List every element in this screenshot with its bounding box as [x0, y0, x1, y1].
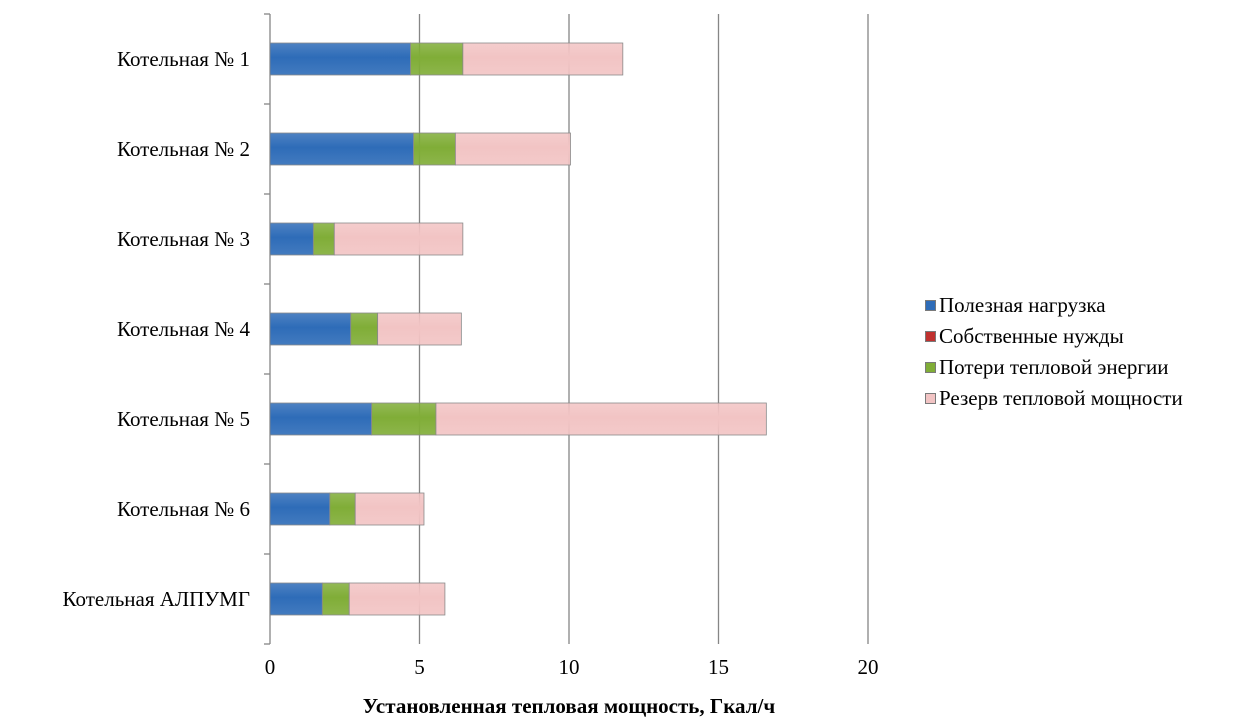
bar-segment — [377, 312, 462, 346]
legend-swatch-heat-losses — [925, 362, 936, 373]
bar-segment — [333, 222, 464, 256]
category-label: Котельная № 3 — [117, 227, 250, 251]
category-label: Котельная № 6 — [117, 497, 250, 521]
category-label: Котельная № 2 — [117, 137, 250, 161]
legend-swatch-useful-load — [925, 300, 936, 311]
bar-segment — [269, 312, 352, 346]
bar-segment — [329, 492, 356, 526]
legend-item-own-needs: Собственные нужды — [925, 321, 1183, 352]
x-tick-label: 10 — [559, 655, 580, 679]
bar-segment — [413, 132, 456, 166]
bar-segment — [321, 582, 350, 616]
legend-item-reserve: Резерв тепловой мощности — [925, 383, 1183, 414]
bar-segment — [348, 582, 446, 616]
legend-swatch-reserve — [925, 393, 936, 404]
x-tick-label: 5 — [414, 655, 425, 679]
bars — [269, 42, 767, 616]
x-axis-title: Установленная тепловая мощность, Гкал/ч — [362, 694, 776, 718]
bar-segment — [371, 402, 437, 436]
category-label: Котельная № 1 — [117, 47, 250, 71]
axes — [264, 13, 271, 645]
bar-segment — [410, 42, 464, 76]
category-label: Котельная № 4 — [117, 317, 250, 341]
bar-segment — [350, 312, 379, 346]
tick-labels: 0 5 10 15 20 — [265, 655, 879, 679]
category-label: Котельная АЛПУМГ — [63, 587, 250, 611]
category-label: Котельная № 5 — [117, 407, 250, 431]
bar-segment — [454, 132, 571, 166]
x-tick-label: 15 — [708, 655, 729, 679]
gridlines — [418, 14, 869, 644]
x-tick-label: 20 — [858, 655, 879, 679]
bar-segment — [269, 42, 411, 76]
bar-segment — [354, 492, 425, 526]
legend: Полезная нагрузка Собственные нужды Поте… — [925, 290, 1183, 414]
bar-segment — [269, 132, 414, 166]
category-labels: Котельная № 1 Котельная № 2 Котельная № 3 К… — [63, 47, 251, 611]
bar-segment — [269, 222, 314, 256]
bar-segment — [462, 42, 624, 76]
legend-label-useful-load: Полезная нагрузка — [939, 293, 1106, 317]
x-tick-label: 0 — [265, 655, 276, 679]
bar-segment — [435, 402, 767, 436]
bar-segment — [312, 222, 335, 256]
legend-swatch-own-needs — [925, 331, 936, 342]
legend-label-own-needs: Собственные нужды — [939, 324, 1124, 348]
bar-segment — [269, 492, 331, 526]
legend-label-heat-losses: Потери тепловой энергии — [939, 355, 1169, 379]
legend-item-useful-load: Полезная нагрузка — [925, 290, 1183, 321]
bar-segment — [269, 402, 373, 436]
bar-segment — [269, 582, 323, 616]
legend-label-reserve: Резерв тепловой мощности — [939, 386, 1183, 410]
legend-item-heat-losses: Потери тепловой энергии — [925, 352, 1183, 383]
